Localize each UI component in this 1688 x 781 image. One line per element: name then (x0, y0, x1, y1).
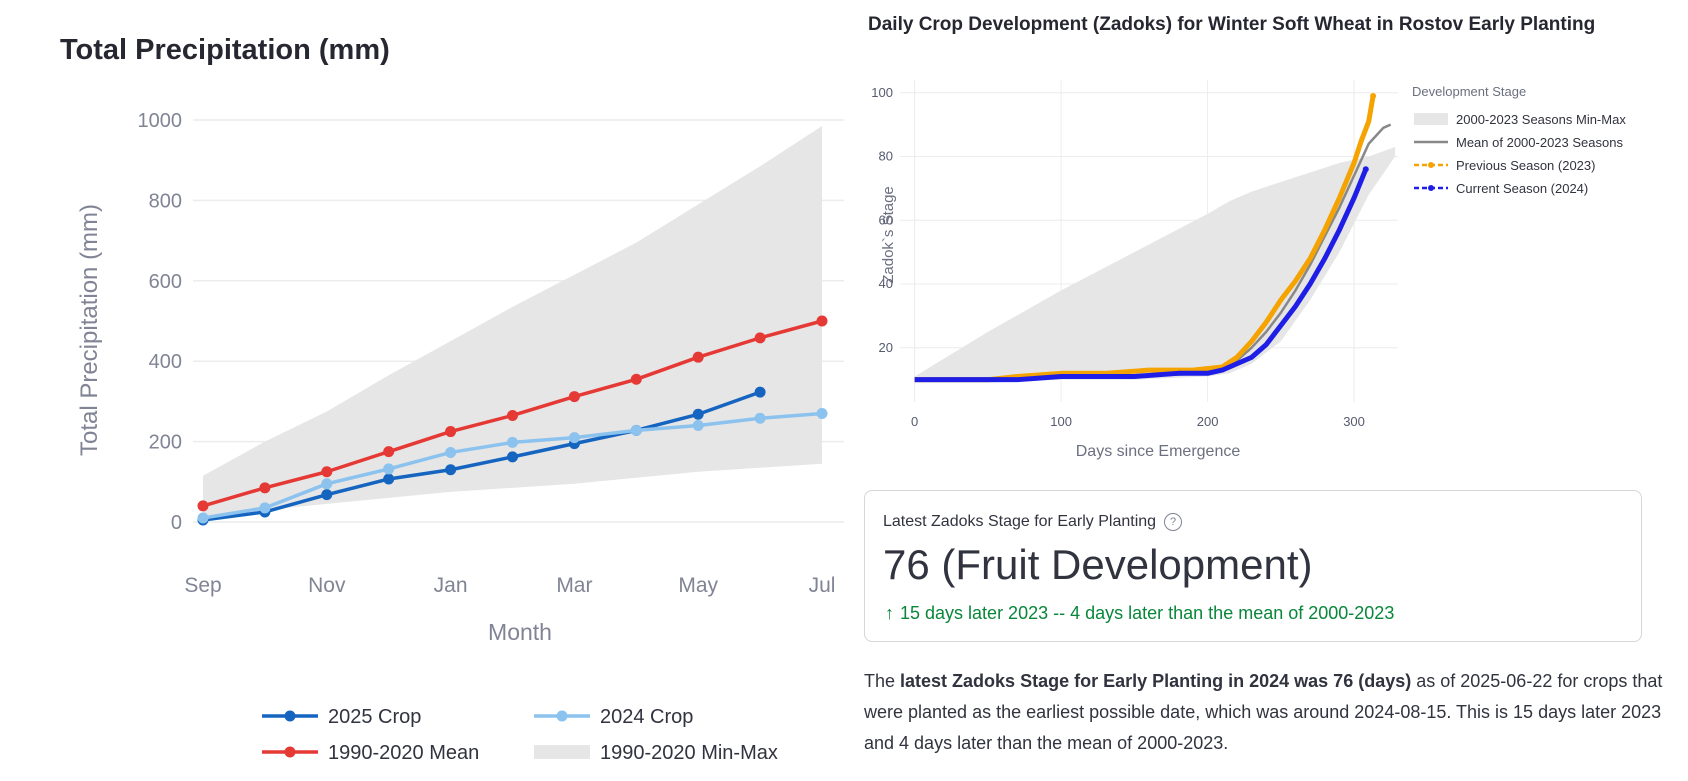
zadoks-series-line-1 (914, 95, 1376, 383)
series-point-2 (445, 426, 457, 438)
zadoks-series-end-1 (1370, 92, 1377, 99)
series-point-1 (692, 420, 704, 432)
summary-text-2: as of 2025-06-22 for crops that were pla… (864, 671, 1663, 753)
series-point-0 (754, 386, 766, 398)
y-tick-label: 600 (149, 271, 182, 293)
zadoks-series-end-2 (1362, 166, 1369, 173)
y-tick-label: 100 (871, 85, 893, 100)
x-tick-label: 300 (1343, 414, 1365, 429)
series-point-2 (259, 482, 271, 494)
legend-marker-1 (556, 710, 568, 722)
legend-label-0: 2000-2023 Seasons Min-Max (1456, 112, 1626, 127)
series-point-0 (692, 408, 704, 420)
y-tick-label: 40 (879, 276, 893, 291)
x-axis-title: Days since Emergence (1076, 443, 1241, 460)
series-point-1 (383, 463, 395, 475)
precipitation-chart-title: Total Precipitation (mm) (60, 34, 390, 66)
metric-label-text: Latest Zadoks Stage for Early Planting (883, 513, 1157, 531)
x-tick-label: Jan (434, 574, 468, 597)
y-tick-label: 0 (171, 512, 182, 534)
y-tick-label: 1000 (138, 110, 183, 132)
series-point-2 (692, 351, 704, 363)
series-point-0 (321, 489, 333, 501)
legend-marker-0 (284, 710, 296, 722)
y-tick-label: 200 (149, 432, 182, 454)
series-point-2 (197, 500, 209, 512)
y-axis-title: Total Precipitation (mm) (76, 204, 103, 456)
summary-text-1: The (864, 671, 901, 691)
series-point-1 (816, 407, 828, 419)
metric-delta: ↑ 15 days later 2023 -- 4 days later than… (885, 603, 1394, 624)
x-tick-label: Mar (556, 574, 592, 597)
series-point-1 (754, 412, 766, 424)
y-tick-label: 80 (879, 149, 893, 164)
x-tick-label: 0 (911, 414, 918, 429)
legend-marker-2 (284, 746, 296, 758)
series-point-1 (445, 446, 457, 458)
series-point-2 (321, 466, 333, 478)
series-point-0 (383, 473, 395, 485)
y-tick-label: 400 (149, 351, 182, 373)
summary-paragraph: The latest Zadoks Stage for Early Planti… (864, 666, 1664, 759)
series-point-2 (568, 391, 580, 403)
legend-swatch-0 (1414, 113, 1448, 125)
y-tick-label: 800 (149, 190, 182, 212)
zadoks-series-line-2 (914, 168, 1369, 383)
zadoks-chart-title: Daily Crop Development (Zadoks) for Wint… (868, 14, 1596, 35)
series-point-2 (507, 409, 518, 421)
metric-delta-text: 15 days later 2023 -- 4 days later than … (900, 603, 1395, 623)
legend-title: Development Stage (1412, 84, 1526, 99)
series-point-1 (259, 502, 271, 514)
series-point-2 (383, 446, 395, 458)
precipitation-chart[interactable]: 0 200 400 600 800 1000 Sep Nov Jan Mar May Jul Month… (0, 0, 860, 781)
zadoks-chart[interactable]: 0 100 200 300 20 40 60 80 100 Days since Emergenc… (860, 60, 1680, 460)
series-point-1 (321, 478, 333, 490)
series-point-1 (568, 432, 580, 444)
x-tick-label: Nov (308, 574, 346, 597)
series-point-2 (754, 332, 766, 344)
legend-label-3: Current Season (2024) (1456, 181, 1588, 196)
legend-swatch-3 (534, 745, 590, 759)
legend-label-2: 1990-2020 Mean (328, 742, 479, 764)
metric-label: Latest Zadoks Stage for Early Planting? (883, 513, 1183, 531)
min-max-band (203, 126, 822, 516)
arrow-up-icon: ↑ (885, 603, 894, 623)
x-tick-label: Sep (184, 574, 221, 597)
legend-label-1: 2024 Crop (600, 706, 693, 728)
series-point-0 (507, 451, 518, 463)
series-point-2 (630, 373, 642, 385)
legend-marker-2 (1428, 162, 1434, 168)
legend-marker-3 (1428, 185, 1434, 191)
zadoks-metric-card: Latest Zadoks Stage for Early Planting? … (864, 490, 1642, 642)
y-axis-title: Zadok`s Stage (880, 186, 897, 284)
x-tick-label: 100 (1050, 414, 1072, 429)
y-tick-label: 60 (879, 212, 893, 227)
metric-value: 76 (Fruit Development) (883, 541, 1313, 588)
series-point-1 (630, 424, 642, 436)
series-point-0 (445, 464, 457, 476)
help-icon[interactable]: ? (1164, 513, 1183, 531)
zadoks-min-max-band (914, 146, 1396, 383)
legend-label-2: Previous Season (2023) (1456, 158, 1595, 173)
x-axis-title: Month (488, 619, 552, 645)
series-point-1 (507, 436, 518, 448)
x-tick-label: Jul (809, 574, 836, 597)
legend-label-1: Mean of 2000-2023 Seasons (1456, 135, 1623, 150)
summary-bold-text: latest Zadoks Stage for Early Planting i… (900, 671, 1412, 691)
series-point-1 (197, 512, 209, 524)
series-line-0 (202, 390, 761, 522)
legend-label-3: 1990-2020 Min-Max (600, 742, 778, 764)
series-point-2 (816, 315, 828, 327)
y-tick-label: 20 (879, 340, 893, 355)
x-tick-label: 200 (1197, 414, 1219, 429)
legend-label-0: 2025 Crop (328, 706, 421, 728)
x-tick-label: May (678, 574, 718, 597)
